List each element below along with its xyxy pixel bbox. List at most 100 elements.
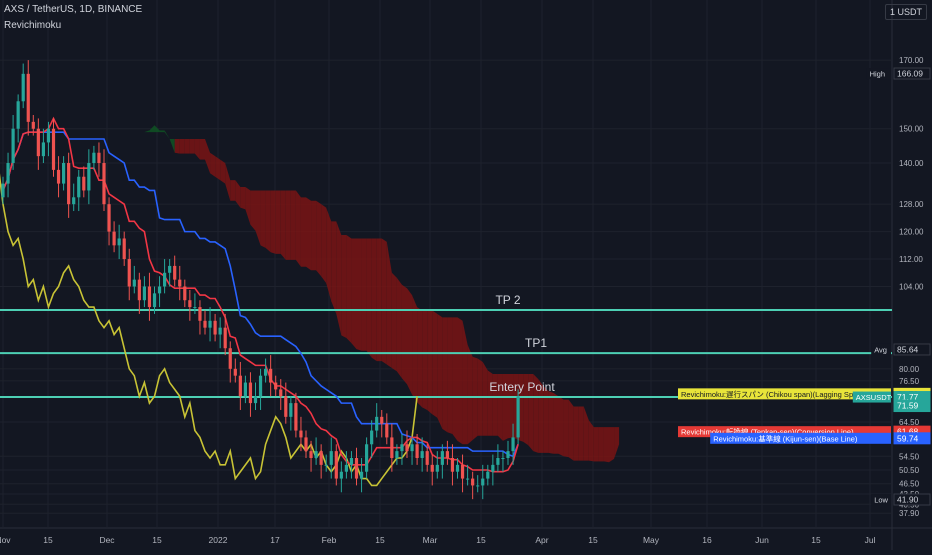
cloud-segment <box>205 139 211 174</box>
hline-label-2: Entery Point <box>489 380 555 394</box>
cloud-segment <box>280 190 286 260</box>
candle-body <box>299 430 303 438</box>
candle-body <box>183 286 187 301</box>
candle-body <box>471 478 475 486</box>
plot-area <box>0 0 892 528</box>
price-label-name-box <box>678 426 891 438</box>
x-tick-label: 2022 <box>209 535 228 545</box>
cloud-segment <box>427 310 433 415</box>
cloud-segment <box>275 190 281 254</box>
price-label-name: Avg <box>874 345 887 354</box>
cloud-segment <box>598 427 604 462</box>
price-label-high: 166.09 High <box>866 67 931 80</box>
price-label-name-box <box>871 494 891 505</box>
cloud-segment <box>321 204 327 284</box>
candle-body <box>62 163 66 184</box>
x-tick-label: Jul <box>865 535 876 545</box>
cloud-segment <box>250 190 256 231</box>
price-label-kijun: 59.74 Revichimoku:基準線 (Kijun-sen)(Base Li… <box>710 432 931 445</box>
candle-body <box>147 286 152 308</box>
cloud-segment <box>563 399 569 458</box>
price-label-name: Revichimoku:転換線 (Tenkan-sen)(Conversion … <box>681 427 854 437</box>
candle-body <box>67 163 71 205</box>
candle-body <box>178 279 182 287</box>
candle-body <box>87 163 91 191</box>
y-tick-label: 37.90 <box>899 509 920 518</box>
cloud-segment <box>311 200 317 271</box>
candle-body <box>460 464 465 479</box>
x-tick-label: Jun <box>755 535 769 545</box>
candle-body <box>294 403 298 431</box>
candle-body <box>269 368 273 383</box>
candle-body <box>208 320 212 328</box>
x-tick-label: Nov <box>0 535 11 545</box>
candle-body <box>476 485 480 487</box>
cloud-segment <box>472 356 478 440</box>
cloud-segment <box>346 235 352 344</box>
candle-body <box>405 444 409 452</box>
cloud-segment <box>174 139 180 154</box>
cloud-segment <box>240 187 246 210</box>
candle-body <box>329 451 333 465</box>
candle-body <box>481 478 485 486</box>
candle-body <box>36 128 40 157</box>
candle-body <box>501 457 505 459</box>
candle-body <box>516 396 520 438</box>
cloud-segment <box>543 385 549 453</box>
x-tick-label: 15 <box>43 535 53 545</box>
cloud-segment <box>215 156 221 181</box>
cloud-segment <box>361 238 367 351</box>
candle-body <box>390 437 394 458</box>
cloud-segment <box>199 139 205 160</box>
cloud-segment <box>184 139 190 154</box>
price-label-box <box>893 343 931 356</box>
candle-body <box>21 73 25 102</box>
y-tick-label: 140.00 <box>899 159 924 168</box>
cloud-segment <box>609 427 615 463</box>
candle-body <box>31 121 35 129</box>
symbol-title: AXS / TetherUS, 1D, BINANCE <box>4 4 143 15</box>
cloud-segment <box>189 139 195 154</box>
candle-body <box>284 396 288 417</box>
candle-body <box>112 231 116 246</box>
cloud-segment <box>558 396 564 457</box>
x-tick-label: 15 <box>152 535 162 545</box>
cloud-segment <box>447 317 453 434</box>
cloud-segment <box>442 317 448 433</box>
candle-body <box>339 471 343 479</box>
price-label-avg: 85.64 Avg <box>871 343 931 356</box>
cloud-segment <box>306 197 312 271</box>
candle-body <box>218 327 222 335</box>
cloud-segment <box>245 187 251 225</box>
candle-body <box>304 437 308 452</box>
candle-body <box>319 451 323 465</box>
cloud-segment <box>568 399 574 461</box>
cloud-segment <box>371 238 377 362</box>
candle-body <box>203 320 207 328</box>
candle-body <box>400 444 404 452</box>
candle-body <box>188 300 192 308</box>
cloud-segment <box>391 272 397 372</box>
currency-button[interactable]: 1 USDT <box>884 4 927 20</box>
candle-body <box>6 163 10 184</box>
x-tick-label: Apr <box>535 535 548 545</box>
candle-body <box>168 265 172 273</box>
price-label-box <box>893 493 931 506</box>
cloud-segment <box>376 238 382 362</box>
candle-body <box>370 430 374 445</box>
cloud-segment <box>366 238 372 358</box>
candle-body <box>430 464 434 472</box>
cloud-segment <box>508 373 514 439</box>
candle-body <box>410 444 414 452</box>
cloud-segment <box>583 406 589 461</box>
candle-body <box>11 128 15 164</box>
cloud-segment <box>401 284 407 385</box>
cloud-segment <box>573 406 579 461</box>
candle-body <box>107 204 111 232</box>
candle-body <box>385 423 389 438</box>
x-tick-label: 15 <box>811 535 821 545</box>
candle-body <box>274 382 278 390</box>
candle-body <box>258 375 263 397</box>
